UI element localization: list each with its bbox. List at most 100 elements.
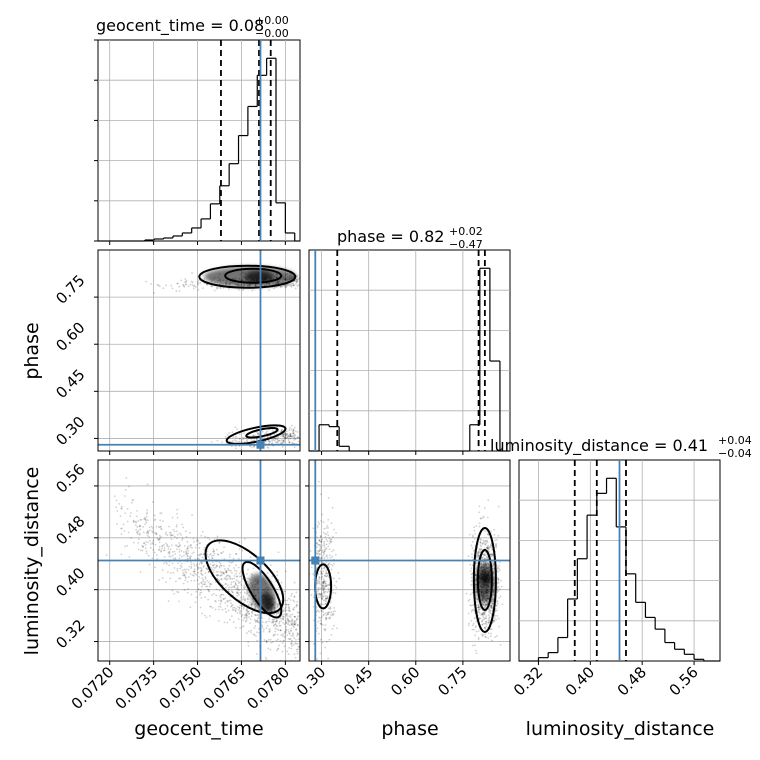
sample-point bbox=[328, 542, 331, 545]
sample-point bbox=[183, 285, 186, 288]
sample-point bbox=[320, 519, 323, 522]
sample-point bbox=[186, 555, 189, 558]
y-tick-label: 0.60 bbox=[52, 319, 88, 355]
sample-point bbox=[294, 656, 297, 659]
sample-point bbox=[126, 520, 129, 523]
sample-point bbox=[206, 553, 209, 556]
sample-point bbox=[195, 286, 197, 288]
sample-point bbox=[478, 554, 480, 556]
sample-point bbox=[293, 623, 296, 626]
sample-point bbox=[265, 639, 268, 642]
sample-point bbox=[170, 538, 173, 541]
sample-point bbox=[316, 553, 319, 555]
sample-point bbox=[212, 571, 215, 574]
sample-point bbox=[330, 611, 333, 614]
sample-point bbox=[318, 576, 321, 579]
sample-point bbox=[490, 603, 493, 605]
sample-point bbox=[481, 613, 484, 615]
sample-point bbox=[279, 629, 282, 631]
sample-point bbox=[218, 566, 221, 569]
sample-point bbox=[487, 621, 490, 623]
sample-point bbox=[226, 434, 229, 436]
sample-point bbox=[329, 538, 332, 541]
sample-point bbox=[470, 567, 473, 570]
sample-point bbox=[178, 544, 181, 546]
sample-point bbox=[484, 557, 486, 560]
sample-point bbox=[201, 530, 204, 533]
sample-point bbox=[324, 646, 327, 649]
sample-point bbox=[494, 636, 497, 638]
x-tick-label: 0.40 bbox=[562, 663, 598, 699]
sample-point bbox=[330, 540, 333, 543]
sample-point bbox=[152, 549, 155, 551]
sample-point bbox=[324, 548, 327, 551]
sample-point bbox=[158, 285, 161, 288]
sample-point bbox=[242, 595, 245, 598]
sample-point bbox=[276, 570, 279, 573]
sample-point bbox=[320, 577, 323, 580]
sample-point bbox=[182, 571, 185, 574]
sample-point bbox=[176, 282, 179, 285]
sample-point bbox=[257, 614, 259, 617]
density-contour bbox=[224, 267, 283, 284]
sample-point bbox=[256, 631, 258, 634]
sample-point bbox=[209, 583, 212, 586]
sample-point bbox=[197, 566, 199, 569]
sample-point bbox=[164, 533, 167, 535]
sample-point bbox=[290, 644, 293, 647]
sample-point bbox=[166, 543, 169, 546]
sample-point bbox=[469, 569, 472, 572]
sample-point bbox=[321, 551, 324, 554]
sample-point bbox=[125, 477, 128, 479]
sample-point bbox=[490, 544, 492, 547]
sample-point bbox=[126, 544, 129, 547]
sample-point bbox=[334, 553, 337, 556]
sample-point bbox=[287, 628, 290, 631]
sample-point bbox=[226, 574, 229, 577]
sample-point bbox=[178, 548, 181, 551]
sample-point bbox=[187, 547, 189, 550]
sample-point bbox=[290, 647, 293, 650]
sample-point bbox=[185, 279, 188, 282]
sample-point bbox=[208, 585, 211, 588]
sample-point bbox=[264, 656, 267, 659]
sample-point bbox=[295, 603, 298, 606]
sample-point bbox=[203, 583, 206, 586]
sample-point bbox=[477, 551, 479, 554]
sample-point bbox=[489, 605, 492, 608]
sample-point bbox=[322, 587, 325, 590]
sample-point bbox=[241, 598, 244, 601]
sample-point bbox=[179, 532, 181, 535]
sample-point bbox=[294, 615, 296, 618]
sample-point bbox=[247, 598, 249, 601]
sample-point bbox=[288, 607, 290, 609]
sample-point bbox=[490, 553, 493, 556]
sample-point bbox=[281, 435, 284, 438]
sample-point bbox=[482, 612, 485, 615]
sample-point bbox=[223, 568, 226, 570]
sample-point bbox=[481, 613, 484, 616]
sample-point bbox=[497, 578, 499, 581]
sample-point bbox=[189, 531, 191, 534]
sample-point bbox=[319, 493, 322, 496]
sample-point bbox=[477, 608, 480, 611]
sample-point bbox=[230, 586, 233, 589]
sample-point bbox=[201, 577, 204, 580]
sample-point bbox=[261, 430, 264, 433]
sample-point bbox=[281, 433, 284, 436]
sample-point bbox=[189, 544, 192, 546]
sample-point bbox=[161, 577, 164, 580]
sample-point bbox=[317, 632, 320, 635]
sample-point bbox=[217, 620, 220, 622]
sample-point bbox=[177, 562, 180, 565]
sample-point bbox=[238, 607, 241, 609]
sample-point bbox=[479, 551, 482, 554]
sample-point bbox=[335, 580, 338, 583]
sample-point bbox=[290, 620, 293, 623]
sample-point bbox=[296, 617, 298, 620]
sample-point bbox=[312, 605, 315, 608]
sample-point bbox=[228, 599, 230, 602]
sample-point bbox=[296, 624, 299, 626]
sample-point bbox=[297, 611, 300, 614]
sample-point bbox=[303, 433, 305, 435]
